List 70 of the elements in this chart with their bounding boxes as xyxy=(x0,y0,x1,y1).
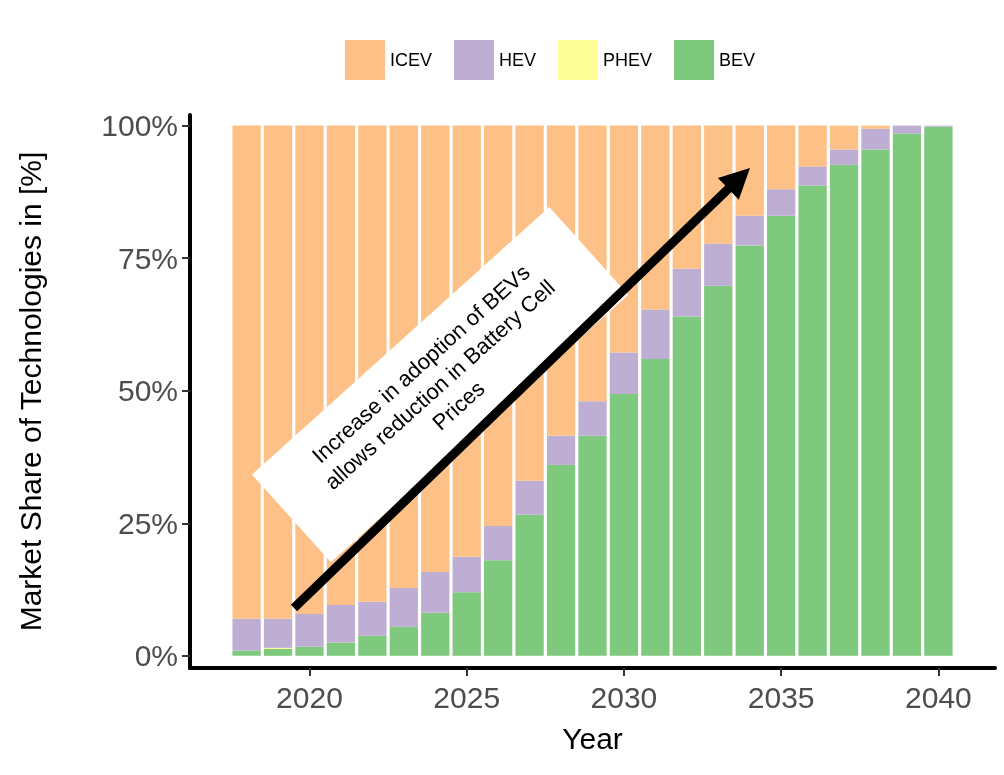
bar xyxy=(484,560,513,656)
bar xyxy=(704,285,733,656)
bar xyxy=(358,635,387,656)
bar xyxy=(515,480,544,515)
bar xyxy=(798,185,827,656)
bar xyxy=(295,646,324,656)
bar xyxy=(358,601,387,636)
bar xyxy=(735,125,764,216)
x-tick-label: 2025 xyxy=(433,680,501,714)
bar xyxy=(829,125,859,150)
bar xyxy=(672,268,701,317)
bar xyxy=(609,125,639,353)
x-tick-label: 2035 xyxy=(747,680,815,714)
bar xyxy=(798,166,827,186)
bar xyxy=(861,128,890,150)
bar xyxy=(829,149,859,165)
bar xyxy=(295,613,324,647)
legend-label: HEV xyxy=(499,50,537,70)
bar xyxy=(641,309,670,359)
bar xyxy=(767,189,796,216)
bar xyxy=(232,125,261,619)
x-tick-label: 2040 xyxy=(905,680,972,714)
bar xyxy=(735,215,764,246)
bar xyxy=(389,626,418,656)
bar xyxy=(578,401,607,436)
y-tick-label: 50% xyxy=(117,374,178,408)
legend-label: PHEV xyxy=(603,50,653,70)
x-tick-label: 2020 xyxy=(276,680,343,714)
bar xyxy=(861,125,890,129)
bar xyxy=(892,133,922,656)
x-axis-title: Year xyxy=(562,721,623,755)
bar xyxy=(641,125,670,310)
bar xyxy=(672,316,701,656)
y-tick-label: 75% xyxy=(117,241,178,275)
bar xyxy=(609,352,639,394)
bar xyxy=(578,435,607,656)
bar xyxy=(767,125,796,190)
legend-label: BEV xyxy=(719,50,756,70)
bar xyxy=(735,245,764,656)
bar xyxy=(421,612,450,656)
bar xyxy=(672,125,701,269)
bar xyxy=(641,358,670,656)
x-tick-label: 2030 xyxy=(590,680,658,714)
bar xyxy=(232,650,261,656)
bar xyxy=(892,125,922,134)
bar xyxy=(704,243,733,286)
bar xyxy=(609,393,639,656)
bar xyxy=(546,464,576,656)
bar xyxy=(452,592,481,656)
bar xyxy=(452,556,481,593)
bar xyxy=(546,435,576,465)
bar xyxy=(767,215,796,656)
y-tick-label: 0% xyxy=(134,639,178,673)
bar xyxy=(389,587,418,627)
legend-label: ICEV xyxy=(390,50,433,70)
bar xyxy=(326,604,356,643)
bar xyxy=(924,126,953,656)
bar xyxy=(263,648,293,656)
bar xyxy=(326,642,356,656)
y-tick-label: 25% xyxy=(117,506,178,540)
y-axis-title: Market Share of Technologies in [%] xyxy=(13,151,47,632)
y-tick-label: 100% xyxy=(101,109,178,143)
bar xyxy=(861,149,890,656)
bar xyxy=(484,525,513,561)
bar xyxy=(798,125,827,167)
bar xyxy=(515,514,544,656)
bar xyxy=(829,164,859,656)
bar xyxy=(232,618,261,651)
bar xyxy=(421,572,450,613)
bar xyxy=(263,618,293,648)
